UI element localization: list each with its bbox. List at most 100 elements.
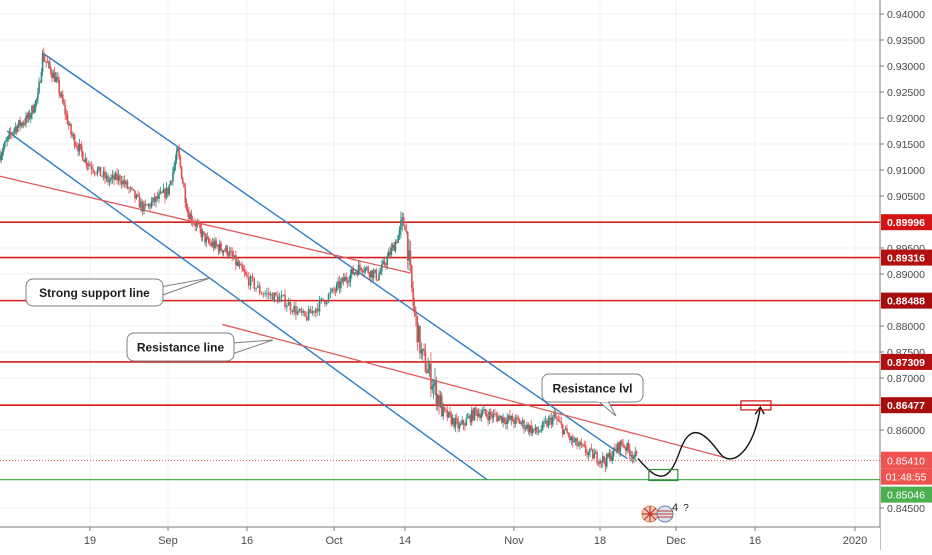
candle-body: [72, 134, 75, 136]
candle-body: [215, 240, 217, 246]
candle-body: [382, 261, 384, 264]
candle-body: [375, 269, 378, 280]
candle-body: [273, 292, 275, 302]
event-icons: 4?: [641, 502, 689, 523]
candle-body: [193, 222, 195, 224]
candle-body: [6, 139, 8, 142]
candle-body: [183, 183, 185, 188]
candle-body: [60, 94, 63, 96]
candle-body: [549, 417, 551, 420]
candle-body: [90, 166, 93, 170]
candle-body: [329, 291, 332, 295]
candle-body: [96, 169, 99, 174]
candle-body: [14, 126, 17, 130]
candle-body: [33, 109, 36, 113]
candle-body: [105, 175, 108, 179]
candle-body: [599, 460, 601, 464]
candle-body: [172, 171, 174, 182]
candle-body: [189, 213, 192, 220]
candle-body: [487, 416, 489, 421]
channel-lower-line: [6, 130, 488, 480]
candle-body: [200, 228, 203, 237]
candle-body: [88, 164, 90, 166]
candle-body: [484, 409, 487, 414]
candle-body: [306, 316, 308, 321]
candle-body: [238, 264, 241, 266]
price-tick-label: 0.87000: [887, 373, 925, 385]
candle-body: [428, 363, 431, 370]
candle-body: [21, 123, 24, 125]
candle-body: [569, 435, 571, 440]
candle-body: [165, 187, 168, 199]
candle-body: [2, 147, 5, 153]
candle-body: [244, 272, 247, 275]
candle-body: [219, 243, 221, 252]
candle-body: [603, 456, 605, 462]
candle-body: [227, 255, 230, 256]
candle-body: [365, 267, 368, 269]
candle-body: [430, 363, 432, 390]
candle-body: [419, 325, 421, 354]
candle-body: [434, 380, 436, 385]
candle-body: [198, 223, 200, 225]
candle-body: [385, 264, 387, 266]
candle-body: [333, 288, 335, 291]
candle-body: [402, 217, 405, 226]
candle-body: [220, 243, 222, 250]
candle-body: [390, 247, 393, 256]
price-tick-label: 0.86000: [887, 425, 925, 437]
candle-body: [69, 124, 71, 125]
candle-body: [541, 421, 544, 430]
candle-body: [350, 268, 353, 275]
candle-body: [209, 242, 211, 244]
candle-body: [597, 462, 600, 464]
candle-body: [464, 424, 466, 426]
candle-body: [376, 279, 379, 281]
candle-body: [322, 298, 324, 302]
candle-body: [571, 436, 574, 443]
candle-body: [457, 420, 459, 429]
candle-body: [523, 420, 525, 430]
candle-body: [361, 270, 364, 273]
candle-body: [123, 180, 126, 185]
candle-body: [131, 187, 133, 190]
candle-body: [462, 420, 465, 425]
candle-body: [536, 426, 538, 433]
candle-body: [179, 156, 182, 167]
candle-body: [138, 195, 141, 208]
candle-body: [623, 446, 626, 448]
candle-body: [216, 245, 219, 246]
candle-body: [271, 293, 274, 302]
candle-body: [284, 294, 286, 307]
candle-body: [45, 61, 47, 63]
candle-body: [135, 194, 138, 199]
time-axis-bg: [0, 527, 880, 550]
candle-body: [1, 152, 4, 156]
candle-body: [7, 135, 10, 140]
candle-body: [248, 276, 250, 286]
candle-body: [590, 448, 593, 450]
candle-body: [77, 147, 79, 152]
candle-body: [353, 272, 356, 275]
candle-body: [393, 244, 395, 252]
candle-body: [144, 203, 147, 205]
candle-body: [404, 225, 406, 231]
price-level-tag: [881, 214, 932, 231]
candle-body: [406, 231, 409, 261]
candle-body: [500, 415, 503, 423]
candle-body: [266, 292, 268, 294]
candle-body: [534, 426, 537, 431]
candle-body: [447, 411, 450, 418]
candle-body: [34, 100, 37, 110]
price-tick-label: 0.92500: [887, 87, 925, 99]
candle-body: [184, 187, 187, 203]
candle-body: [342, 277, 345, 282]
candle-body: [550, 417, 553, 425]
candle-body: [196, 223, 199, 224]
time-axis[interactable]: 19 Sep 16 Oct 14 Nov 18 Dec 16 2020: [84, 527, 867, 547]
strong-support-callout-pointer: [159, 277, 211, 297]
candle-body: [26, 115, 29, 119]
candle-body: [502, 417, 504, 423]
price-tick-label: 0.91000: [887, 165, 925, 177]
resistance-line-2: [222, 323, 727, 459]
